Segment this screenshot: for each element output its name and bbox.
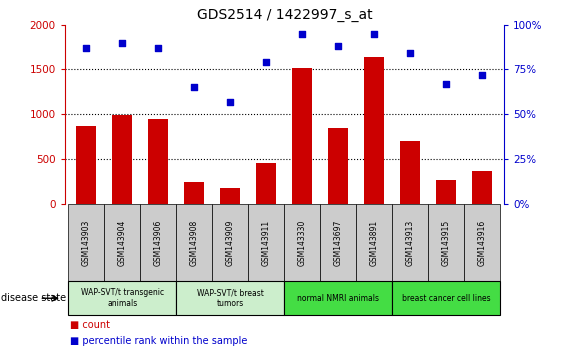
Point (82, 45, 91, 51)
Bar (464, 204, 501, 281)
Text: GSM143908: GSM143908 (190, 219, 199, 266)
Text: GSM143913: GSM143913 (406, 219, 415, 266)
Bar (284, 204, 320, 281)
Bar (292, 68, 312, 204)
Bar (256, 163, 276, 204)
Text: normal NMRI animals: normal NMRI animals (297, 294, 379, 303)
Point (370, 31, 379, 36)
Text: GSM143915: GSM143915 (442, 219, 451, 266)
Bar (328, 129, 348, 204)
Title: GDS2514 / 1422997_s_at: GDS2514 / 1422997_s_at (196, 8, 372, 22)
Bar (77, 126, 96, 204)
Bar (149, 119, 168, 204)
Bar (356, 204, 392, 281)
Bar (392, 281, 501, 315)
Point (406, 51, 415, 56)
Bar (68, 204, 104, 281)
Bar (185, 182, 204, 204)
Bar (221, 188, 240, 204)
Text: ■ percentile rank within the sample: ■ percentile rank within the sample (70, 336, 248, 346)
Bar (176, 281, 284, 315)
Text: WAP-SVT/t breast
tumors: WAP-SVT/t breast tumors (197, 288, 263, 308)
Bar (140, 204, 176, 281)
Point (154, 45, 163, 51)
Text: WAP-SVT/t transgenic
animals: WAP-SVT/t transgenic animals (81, 288, 164, 308)
Bar (364, 57, 384, 204)
Point (262, 59, 271, 65)
Bar (472, 171, 492, 204)
Point (442, 81, 451, 87)
Point (298, 31, 307, 36)
Text: GSM143903: GSM143903 (82, 219, 91, 266)
Bar (400, 141, 420, 204)
Bar (284, 281, 392, 315)
Bar (392, 204, 428, 281)
Bar (176, 204, 212, 281)
Text: GSM143911: GSM143911 (262, 219, 271, 266)
Bar (113, 115, 132, 204)
Point (118, 40, 127, 46)
Bar (428, 204, 464, 281)
Point (478, 72, 487, 78)
Text: GSM143891: GSM143891 (370, 219, 379, 266)
Text: breast cancer cell lines: breast cancer cell lines (402, 294, 490, 303)
Bar (320, 204, 356, 281)
Text: GSM143916: GSM143916 (478, 219, 487, 266)
Bar (212, 204, 248, 281)
Text: disease state: disease state (1, 293, 66, 303)
Text: ■ count: ■ count (70, 320, 110, 330)
Bar (436, 180, 456, 204)
Text: GSM143697: GSM143697 (334, 219, 343, 266)
Point (334, 44, 343, 49)
Text: GSM143909: GSM143909 (226, 219, 235, 266)
Bar (104, 204, 140, 281)
Bar (68, 281, 176, 315)
Point (190, 85, 199, 90)
Text: GSM143904: GSM143904 (118, 219, 127, 266)
Point (226, 99, 235, 104)
Bar (248, 204, 284, 281)
Text: GSM143330: GSM143330 (298, 219, 307, 266)
Text: GSM143906: GSM143906 (154, 219, 163, 266)
